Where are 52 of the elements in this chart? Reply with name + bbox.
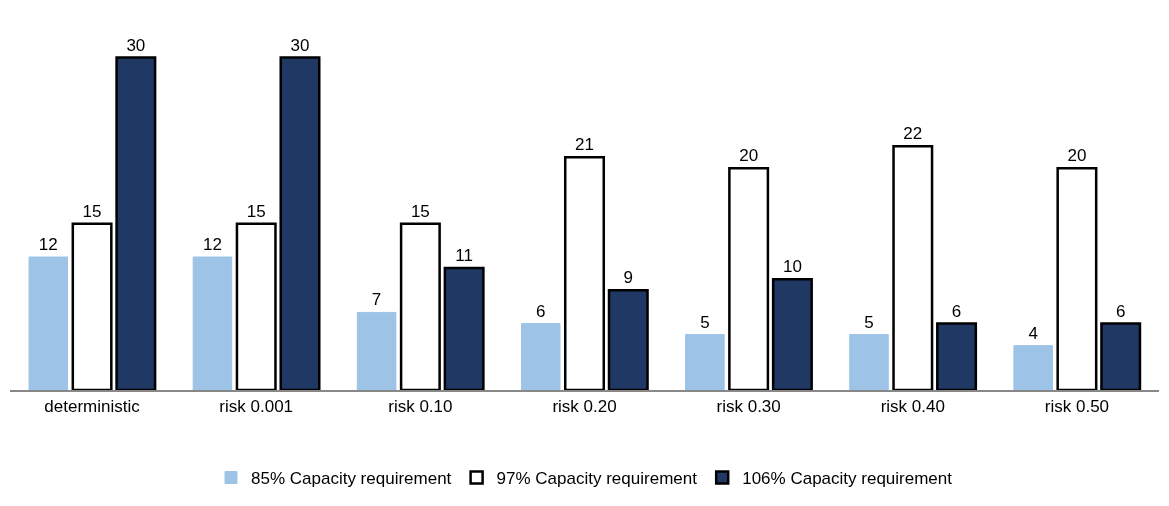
data-label: 15 [410,201,430,221]
bar [71,222,113,390]
bar [1100,322,1142,390]
bar [892,144,934,390]
data-label: 6 [536,301,546,321]
data-label: 15 [82,201,102,221]
bar [520,323,561,390]
x-tick-label: risk 0.40 [880,397,945,417]
bar [115,56,157,390]
data-label: 4 [1028,323,1038,343]
bar [563,156,606,390]
bar [28,256,69,390]
data-label: 20 [739,146,759,166]
bar [728,167,770,390]
data-label: 15 [246,201,266,221]
data-label: 5 [864,312,874,332]
bar [936,322,978,390]
bar [399,222,441,390]
bar [1013,345,1053,390]
data-label: 10 [782,257,802,277]
data-label: 21 [575,135,594,155]
x-tick-label: risk 0.50 [1044,397,1110,417]
bar [235,222,277,390]
data-label: 9 [623,268,633,288]
bar [443,266,485,390]
bar [279,56,321,390]
bar [771,277,813,390]
data-label: 12 [202,235,222,254]
legend-label: 106% Capacity requirement [742,469,953,489]
bar [192,256,233,390]
legend-label: 85% Capacity requirement [251,469,452,489]
bar [607,289,649,390]
data-label: 5 [700,312,710,332]
x-tick-label: deterministic [44,397,141,417]
bar [849,334,889,390]
data-label: 11 [455,246,473,266]
x-tick-label: risk 0.10 [388,397,453,417]
legend-label: 97% Capacity requirement [496,469,698,489]
data-label: 7 [371,290,382,310]
x-tick-label: risk 0.30 [716,397,781,417]
data-label: 22 [903,124,923,144]
bar [1056,167,1098,390]
data-label: 6 [1115,301,1126,321]
bar [685,334,725,390]
data-label: 30 [290,35,310,55]
x-tick-label: risk 0.001 [219,397,294,417]
bar [356,311,397,390]
data-label: 30 [126,35,146,55]
data-label: 6 [951,301,962,321]
data-label: 12 [38,235,58,254]
x-tick-label: risk 0.20 [552,397,617,417]
data-label: 20 [1067,146,1087,166]
